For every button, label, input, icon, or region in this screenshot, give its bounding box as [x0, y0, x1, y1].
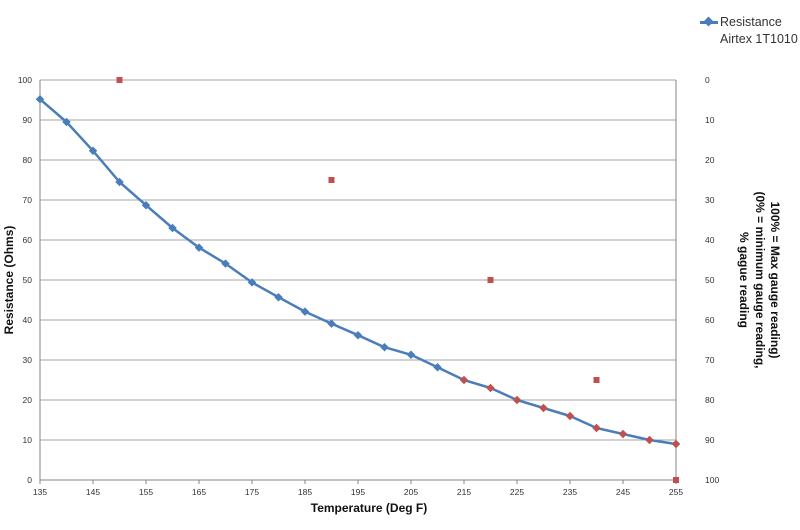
- y2-tick-label: 10: [705, 115, 715, 125]
- data-point: [487, 277, 494, 283]
- y-tick-label: 80: [23, 155, 33, 165]
- data-point: [115, 177, 124, 187]
- data-point: [645, 435, 654, 445]
- y2-tick-labels: 0 10 20 30 40 50 60 70 80 90 100: [705, 75, 719, 485]
- x-tick-label: 245: [616, 487, 630, 497]
- y-tick-label: 50: [23, 275, 33, 285]
- y2-tick-label: 100: [705, 475, 719, 485]
- y2-tick-label: 90: [705, 435, 715, 445]
- y2-axis-label-line: % gague reading: [737, 232, 751, 328]
- y2-tick-label: 50: [705, 275, 715, 285]
- x-tick-labels: 135 145 155 165 175 185 195 205 215 225 235 245 255: [33, 487, 683, 497]
- data-point: [221, 259, 230, 268]
- y2-tick-label: 30: [705, 195, 715, 205]
- series-line: [39, 98, 677, 446]
- y2-tick-label: 40: [705, 235, 715, 245]
- y2-axis-label-line: (0% = minimum gauge reading,: [753, 191, 767, 368]
- x-tick-label: 155: [139, 487, 153, 497]
- y2-tick-label: 60: [705, 315, 715, 325]
- y-tick-label: 10: [23, 435, 33, 445]
- data-point: [459, 375, 469, 385]
- data-point: [274, 292, 283, 302]
- data-point: [539, 403, 548, 413]
- data-point: [327, 319, 336, 328]
- y-tick-label: 70: [23, 195, 33, 205]
- data-point: [194, 243, 204, 252]
- x-tick-label: 235: [563, 487, 577, 497]
- data-point: [406, 350, 416, 360]
- grid: [39, 79, 677, 484]
- y-tick-label: 40: [23, 315, 33, 325]
- x-tick-label: 215: [457, 487, 471, 497]
- y-tick-label: 90: [23, 115, 33, 125]
- data-point: [116, 77, 123, 83]
- data-point: [300, 307, 310, 316]
- x-axis-label: Temperature (Deg F): [311, 501, 427, 515]
- x-tick-label: 145: [86, 487, 100, 497]
- data-point: [486, 383, 495, 393]
- data-point: [353, 330, 363, 340]
- y2-axis-label: % gague reading (0% = minimum gauge readi…: [737, 191, 782, 368]
- data-point: [671, 439, 681, 449]
- data-point: [35, 94, 45, 104]
- x-tick-label: 205: [404, 487, 418, 497]
- data-point: [433, 362, 442, 372]
- x-tick-label: 185: [298, 487, 312, 497]
- data-point: [380, 342, 389, 352]
- data-point: [141, 200, 151, 210]
- data-point: [593, 377, 600, 383]
- data-point: [565, 411, 575, 421]
- data-point: [618, 429, 628, 439]
- data-point: [673, 477, 679, 483]
- y-axis-label: Resistance (Ohms): [2, 226, 16, 335]
- x-tick-label: 175: [245, 487, 259, 497]
- y-tick-label: 60: [23, 235, 33, 245]
- y-tick-labels: 0 10 20 30 40 50 60 70 80 90 100: [18, 75, 32, 485]
- y2-axis-label-line: 100% = Max gauge reading): [768, 201, 782, 358]
- y2-tick-label: 20: [705, 155, 715, 165]
- series-layer: [35, 77, 681, 483]
- x-tick-label: 225: [510, 487, 524, 497]
- y-tick-label: 30: [23, 355, 33, 365]
- x-tick-label: 165: [192, 487, 206, 497]
- legend-name-line-1: Resistance: [720, 15, 782, 29]
- data-point: [328, 177, 335, 183]
- legend-name-line-2: Airtex 1T1010: [720, 32, 798, 46]
- data-point: [88, 146, 98, 156]
- legend-series-name: Resistance Airtex 1T1010: [720, 14, 800, 48]
- data-point: [168, 223, 177, 233]
- data-point: [247, 278, 257, 287]
- x-tick-label: 255: [669, 487, 683, 497]
- data-point: [512, 395, 522, 405]
- x-tick-label: 135: [33, 487, 47, 497]
- y2-tick-label: 70: [705, 355, 715, 365]
- x-tick-label: 195: [351, 487, 365, 497]
- y-tick-label: 100: [18, 75, 32, 85]
- y-tick-label: 20: [23, 395, 33, 405]
- y-tick-label: 0: [27, 475, 32, 485]
- y2-tick-label: 0: [705, 75, 710, 85]
- y2-tick-label: 80: [705, 395, 715, 405]
- data-point: [592, 423, 601, 433]
